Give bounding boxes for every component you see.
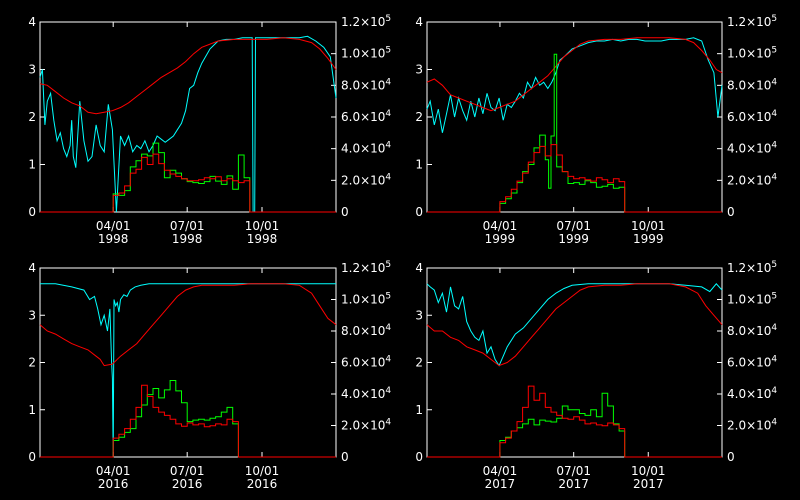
right-tick-label: 4.0×104: [341, 141, 391, 156]
right-tick-label: 6.0×104: [727, 109, 777, 124]
right-tick-label: 1.2×105: [341, 14, 391, 29]
right-tick-label: 0: [727, 205, 735, 219]
right-tick-label: 2.0×104: [727, 172, 777, 187]
plot-frame: [426, 21, 723, 213]
plot-frame: [39, 267, 337, 458]
x-tick-label: 04/01: [483, 464, 518, 478]
left-tick-label: 0: [28, 450, 36, 464]
series-line-1: [426, 37, 723, 112]
series-line-3: [427, 385, 722, 458]
x-tick-year-label: 2016: [247, 477, 278, 491]
right-tick-label: 8.0×104: [341, 77, 391, 92]
series-line-3: [427, 144, 722, 213]
x-tick-year-label: 1999: [558, 232, 589, 246]
series-line-2: [40, 142, 336, 213]
x-tick-label: 07/01: [170, 464, 205, 478]
right-tick-label: 0: [341, 450, 349, 464]
right-tick-label: 1.2×105: [727, 14, 777, 29]
panel-1998: 0 1 2 3 4 0 2.0×104 4.0×104 6.0×104 8.0×104 1.0×10…: [28, 14, 391, 246]
left-tick-label: 4: [415, 15, 423, 29]
right-tick-label: 4.0×104: [727, 141, 777, 156]
right-tick-label: 1.2×105: [727, 260, 777, 275]
x-tick-year-label: 2017: [558, 477, 589, 491]
series-line-2: [427, 53, 722, 213]
right-tick-label: 8.0×104: [727, 77, 777, 92]
left-tick-label: 4: [28, 261, 36, 275]
right-tick-label: 0: [727, 450, 735, 464]
x-tick-year-label: 2016: [172, 477, 203, 491]
x-tick-label: 10/01: [631, 464, 666, 478]
x-tick-label: 04/01: [96, 219, 131, 233]
series-line-0: [39, 35, 337, 213]
plot-frame: [426, 267, 723, 458]
left-tick-label: 3: [28, 63, 36, 77]
right-tick-label: 8.0×104: [727, 323, 777, 338]
right-tick-label: 6.0×104: [341, 109, 391, 124]
left-tick-label: 3: [28, 308, 36, 322]
x-tick-label: 07/01: [170, 219, 205, 233]
left-tick-label: 1: [415, 158, 423, 172]
x-tick-label: 10/01: [245, 219, 280, 233]
right-tick-label: 2.0×104: [727, 418, 777, 433]
x-tick-label: 04/01: [483, 219, 518, 233]
series-line-2: [40, 380, 336, 458]
left-tick-label: 3: [415, 63, 423, 77]
series-line-0: [426, 37, 723, 133]
right-tick-label: 1.0×105: [341, 46, 391, 61]
right-tick-label: 4.0×104: [727, 386, 777, 401]
series-line-0: [426, 283, 723, 367]
x-tick-year-label: 1999: [485, 232, 516, 246]
left-tick-label: 2: [415, 356, 423, 370]
left-tick-label: 2: [28, 356, 36, 370]
left-tick-label: 1: [415, 403, 423, 417]
x-tick-label: 04/01: [96, 464, 131, 478]
x-tick-year-label: 2017: [633, 477, 664, 491]
right-tick-label: 2.0×104: [341, 418, 391, 433]
x-tick-year-label: 1998: [247, 232, 278, 246]
right-tick-label: 1.0×105: [727, 46, 777, 61]
series-line-1: [39, 37, 337, 115]
left-tick-label: 0: [415, 205, 423, 219]
left-tick-label: 0: [28, 205, 36, 219]
x-tick-year-label: 1999: [633, 232, 664, 246]
x-tick-label: 10/01: [245, 464, 280, 478]
right-tick-label: 1.2×105: [341, 260, 391, 275]
series-line-1: [39, 283, 337, 367]
right-tick-label: 1.0×105: [341, 292, 391, 307]
right-tick-label: 6.0×104: [727, 355, 777, 370]
x-tick-year-label: 2017: [485, 477, 516, 491]
panel-2017: 0 1 2 3 4 0 2.0×104 4.0×104 6.0×104 8.0×104 1.0×10…: [415, 260, 777, 491]
left-tick-label: 0: [415, 450, 423, 464]
series-line-3: [40, 384, 336, 458]
x-tick-year-label: 1998: [172, 232, 203, 246]
series-line-2: [427, 392, 722, 458]
left-tick-label: 4: [28, 15, 36, 29]
x-tick-label: 07/01: [556, 464, 591, 478]
left-tick-label: 2: [28, 110, 36, 124]
x-tick-year-label: 1998: [98, 232, 129, 246]
right-tick-label: 4.0×104: [341, 386, 391, 401]
series-line-3: [40, 153, 336, 213]
left-tick-label: 3: [415, 308, 423, 322]
right-tick-label: 0: [341, 205, 349, 219]
plot-frame: [39, 21, 337, 213]
left-tick-label: 1: [28, 158, 36, 172]
left-tick-label: 2: [415, 110, 423, 124]
x-tick-label: 07/01: [556, 219, 591, 233]
left-tick-label: 4: [415, 261, 423, 275]
right-tick-label: 8.0×104: [341, 323, 391, 338]
panel-1999: 0 1 2 3 4 0 2.0×104 4.0×104 6.0×104 8.0×104 1.0×10…: [415, 14, 777, 246]
right-tick-label: 1.0×105: [727, 292, 777, 307]
left-tick-label: 1: [28, 403, 36, 417]
panel-2016: 0 1 2 3 4 0 2.0×104 4.0×104 6.0×104 8.0×104 1.0×10…: [28, 260, 391, 491]
x-tick-label: 10/01: [631, 219, 666, 233]
right-tick-label: 2.0×104: [341, 172, 391, 187]
x-tick-year-label: 2016: [98, 477, 129, 491]
right-tick-label: 6.0×104: [341, 355, 391, 370]
series-line-0: [40, 283, 336, 458]
series-line-1: [426, 283, 723, 367]
